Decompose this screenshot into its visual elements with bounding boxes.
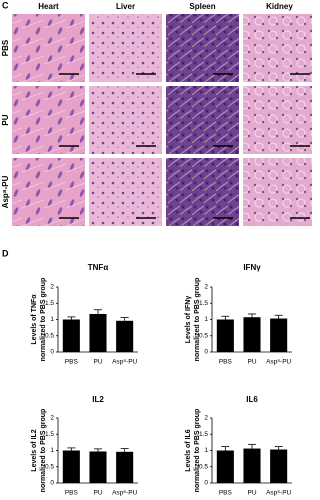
chart-title: IFNγ <box>243 263 261 272</box>
y-tick-label: 2 <box>50 284 54 291</box>
histology-image <box>89 86 162 154</box>
y-axis-label: normalized to PBS group <box>40 409 47 493</box>
y-tick-label: 1.5 <box>199 431 208 438</box>
bar <box>216 450 234 483</box>
x-tick-label: PBS <box>65 359 79 366</box>
y-tick-label: 0.5 <box>45 332 54 339</box>
panel-label: C <box>2 0 9 10</box>
histology-image <box>243 86 312 154</box>
x-tick-label: PU <box>93 359 102 366</box>
column-header: Kidney <box>266 2 293 11</box>
y-tick-label: 1.5 <box>199 300 208 307</box>
bar <box>216 319 234 352</box>
y-axis-label: normalized to PBS group <box>194 409 201 493</box>
x-tick-label: PBS <box>65 490 79 497</box>
y-axis-label: Levels of IL2 <box>31 429 38 472</box>
y-tick-label: 0.5 <box>45 463 54 470</box>
y-tick-label: 1 <box>204 447 208 454</box>
y-tick-label: 2 <box>204 415 208 422</box>
histology-image <box>166 158 239 226</box>
histology-image <box>243 158 312 226</box>
figure: C D Heart Liver Spleen Kidney PBS PU Asp⁸-PU TN… <box>1 0 312 497</box>
y-tick-label: 1.5 <box>45 300 54 307</box>
bar <box>89 451 107 483</box>
y-tick-label: 2 <box>50 415 54 422</box>
y-tick-label: 1 <box>50 447 54 454</box>
x-tick-label: Asp⁸-PU <box>112 359 137 366</box>
y-tick-label: 1.5 <box>45 431 54 438</box>
y-axis-label: Levels of IL6 <box>185 429 192 472</box>
x-tick-label: Asp⁸-PU <box>112 490 137 497</box>
chart-title: IL6 <box>246 395 258 404</box>
x-tick-label: PU <box>247 359 256 366</box>
bar <box>243 317 261 352</box>
x-tick-label: PBS <box>219 359 233 366</box>
column-header: Spleen <box>189 2 215 11</box>
y-tick-label: 0 <box>50 349 54 356</box>
x-tick-label: PU <box>247 490 256 497</box>
bar <box>243 448 261 483</box>
row-label: Asp⁸-PU <box>1 175 10 208</box>
y-axis-label: Levels of IFNγ <box>185 296 192 344</box>
x-tick-label: PU <box>93 490 102 497</box>
y-tick-label: 0.5 <box>199 463 208 470</box>
row-label: PU <box>1 114 10 125</box>
histology-image <box>243 14 312 82</box>
y-tick-label: 2 <box>204 284 208 291</box>
y-axis-label: normalized to PBS group <box>40 278 47 362</box>
bar <box>62 450 80 483</box>
y-tick-label: 0 <box>204 480 208 487</box>
bar <box>270 318 288 352</box>
y-tick-label: 0 <box>50 480 54 487</box>
histology-image <box>89 158 162 226</box>
y-tick-label: 0.5 <box>199 332 208 339</box>
bar <box>270 449 288 483</box>
histology-image <box>12 86 85 154</box>
panel-label: D <box>2 248 9 258</box>
y-axis-label: normalized to PBS group <box>194 278 201 362</box>
y-tick-label: 1 <box>50 316 54 323</box>
x-tick-label: Asp⁸-PU <box>266 359 291 366</box>
bar <box>62 319 80 352</box>
bar <box>89 313 107 352</box>
column-header: Heart <box>38 2 59 11</box>
x-tick-label: Asp⁸-PU <box>266 490 291 497</box>
chart-title: IL2 <box>92 395 104 404</box>
row-label: PBS <box>1 39 10 56</box>
histology-image <box>89 14 162 82</box>
histology-image <box>166 86 239 154</box>
y-axis-label: Levels of TNFα <box>31 294 38 345</box>
histology-image <box>166 14 239 82</box>
histology-image <box>12 14 85 82</box>
bar <box>116 320 134 352</box>
y-tick-label: 1 <box>204 316 208 323</box>
x-tick-label: PBS <box>219 490 233 497</box>
column-header: Liver <box>116 2 135 11</box>
y-tick-label: 0 <box>204 349 208 356</box>
chart-title: TNFα <box>88 263 109 272</box>
bar <box>116 451 134 483</box>
histology-image <box>12 158 85 226</box>
